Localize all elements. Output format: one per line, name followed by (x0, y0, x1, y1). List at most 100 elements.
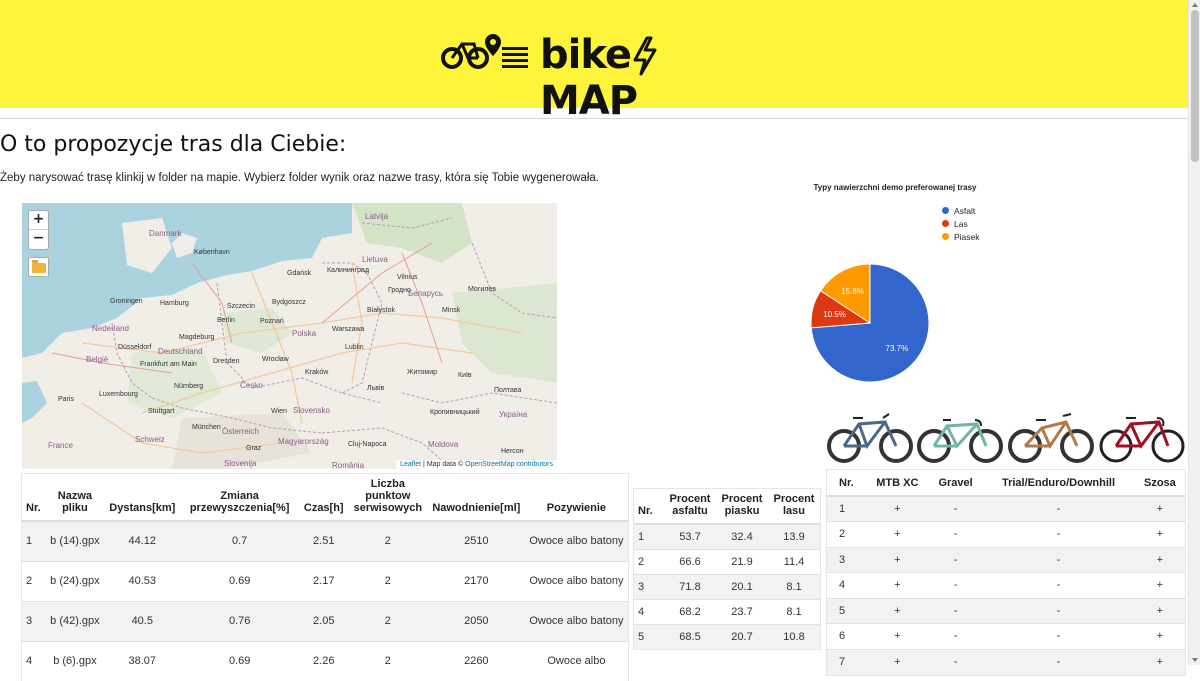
table-cell: - (928, 495, 983, 522)
map[interactable]: Latvija Danmark København Lietuva Vilniu… (22, 203, 557, 469)
table-row[interactable]: 6 + - - + (827, 623, 1185, 649)
scroll-up-arrow-icon[interactable] (1192, 3, 1198, 7)
table-cell: 4 (827, 572, 866, 598)
table-row[interactable]: 3 71.8 20.1 8.1 (634, 573, 820, 599)
column-header[interactable]: Procent asfaltu (664, 489, 716, 525)
column-header[interactable]: Dystans[km] (104, 474, 180, 522)
map-label: France (48, 441, 73, 450)
map-label: România (332, 461, 365, 469)
column-header[interactable]: Procent lasu (768, 489, 820, 525)
leaflet-link[interactable]: Leaflet (400, 461, 422, 468)
table-cell: b (14).gpx (44, 520, 105, 561)
map-label: Lublin (345, 344, 364, 351)
map-label: Warszawa (332, 326, 365, 333)
scroll-down-arrow-icon[interactable] (1192, 658, 1198, 662)
table-cell: 2170 (427, 560, 525, 601)
table-cell: - (982, 572, 1135, 598)
table-cell: 5 (827, 597, 866, 624)
table-cell: 1 (634, 523, 664, 549)
table-row[interactable]: 3 + - - + (827, 546, 1185, 573)
column-header[interactable]: Czas[h] (299, 474, 348, 522)
table-row[interactable]: 5 + - - + (827, 597, 1185, 624)
map-label: København (194, 249, 230, 256)
column-header[interactable]: Gravel (928, 470, 983, 497)
table-cell: 8.1 (768, 598, 820, 624)
table-cell: Owoce albo (524, 640, 628, 681)
table-cell: 2260 (427, 640, 525, 681)
scrollbar-thumb[interactable] (1191, 10, 1199, 162)
table-cell: 4 (22, 640, 45, 681)
column-header[interactable]: Pozywienie (524, 474, 628, 522)
column-header[interactable]: Procent piasku (716, 489, 768, 525)
table-row[interactable]: 1 53.7 32.4 13.9 (634, 523, 820, 549)
zoom-in-button[interactable]: + (29, 211, 48, 230)
legend-item-asfalt: Asfalt (942, 204, 980, 217)
bike4map-logo[interactable]: bikeMAP (438, 30, 748, 124)
column-header[interactable]: Szosa (1134, 470, 1185, 497)
table-cell: 2050 (427, 600, 525, 641)
column-header[interactable]: Nawodnienie[ml] (427, 474, 525, 522)
column-header[interactable]: Trial/Enduro/Downhill (982, 470, 1135, 497)
table-cell: 0.76 (179, 600, 300, 641)
map-label: Nürnberg (174, 383, 204, 390)
legend-label: Piasek (954, 231, 980, 242)
header-divider (0, 118, 1188, 119)
table-cell: 11.4 (768, 548, 820, 574)
pie-slice-piasek[interactable] (819, 263, 871, 324)
map-label: Wrocław (262, 356, 289, 363)
table-cell: 2510 (427, 520, 525, 561)
column-header[interactable]: Nazwa pliku (44, 474, 105, 522)
table-cell: 40.5 (104, 600, 180, 641)
table-row[interactable]: 5 68.5 20.7 10.8 (634, 623, 820, 649)
map-label: Hamburg (160, 300, 189, 307)
table-row[interactable]: 4 68.2 23.7 8.1 (634, 598, 820, 624)
table-cell: + (1134, 495, 1185, 522)
osm-link[interactable]: OpenStreetMap contributors (465, 461, 553, 468)
table-row[interactable]: 2 66.6 21.9 11.4 (634, 548, 820, 574)
folder-layers-button[interactable] (28, 257, 49, 277)
bike-logo-icon (441, 34, 528, 69)
table-cell: - (982, 521, 1135, 547)
intro-text: Żeby narysować trasę klinkij w folder na… (0, 172, 599, 184)
map-label: Magdeburg (179, 334, 215, 341)
table-cell: b (6).gpx (44, 640, 105, 681)
table-row[interactable]: 1 + - - + (827, 495, 1185, 522)
column-header[interactable]: Nr. (634, 489, 664, 525)
table-cell: 2 (634, 548, 664, 574)
table-cell: 23.7 (716, 598, 768, 624)
gravel-bike-icon (917, 419, 1003, 463)
table-cell: 20.7 (716, 623, 768, 649)
map-label: Minsk (442, 307, 461, 314)
column-header[interactable]: Nr. (827, 470, 866, 497)
table-cell: Owoce albo batony (524, 520, 628, 561)
column-header[interactable]: Nr. (22, 474, 45, 522)
road-bike-icon (1099, 417, 1185, 463)
folder-icon (32, 260, 46, 273)
column-header[interactable]: MTB XC (865, 470, 929, 497)
table-cell: 10.8 (768, 623, 820, 649)
table-row[interactable]: 4 + - - + (827, 572, 1185, 598)
table-cell: - (928, 546, 983, 573)
column-header[interactable]: Liczba punktow serwisowych (347, 474, 428, 522)
table-row[interactable]: 7 + - - + (827, 648, 1185, 675)
table-cell: b (24).gpx (44, 560, 105, 601)
chart-legend: Asfalt Las Piasek (942, 204, 980, 243)
table-cell: + (865, 521, 929, 547)
table-row[interactable]: 2 + - - + (827, 521, 1185, 547)
table-cell: 7 (827, 648, 866, 675)
table-header-row: Nr. Nazwa pliku Dystans[km] Zmiana przew… (22, 474, 628, 522)
table-cell: + (865, 623, 929, 649)
table-cell: - (928, 648, 983, 675)
table-cell: - (982, 495, 1135, 522)
column-header[interactable]: Zmiana przewyszczenia[%] (179, 474, 300, 522)
surface-table: Nr. Procent asfaltu Procent piasku Proce… (633, 488, 821, 650)
pie-slice-label: 10.5% (823, 310, 846, 319)
map-label: Slovensko (293, 406, 330, 415)
page-scrollbar[interactable] (1188, 0, 1200, 665)
legend-label: Las (954, 218, 968, 229)
zoom-out-button[interactable]: − (32, 230, 45, 246)
